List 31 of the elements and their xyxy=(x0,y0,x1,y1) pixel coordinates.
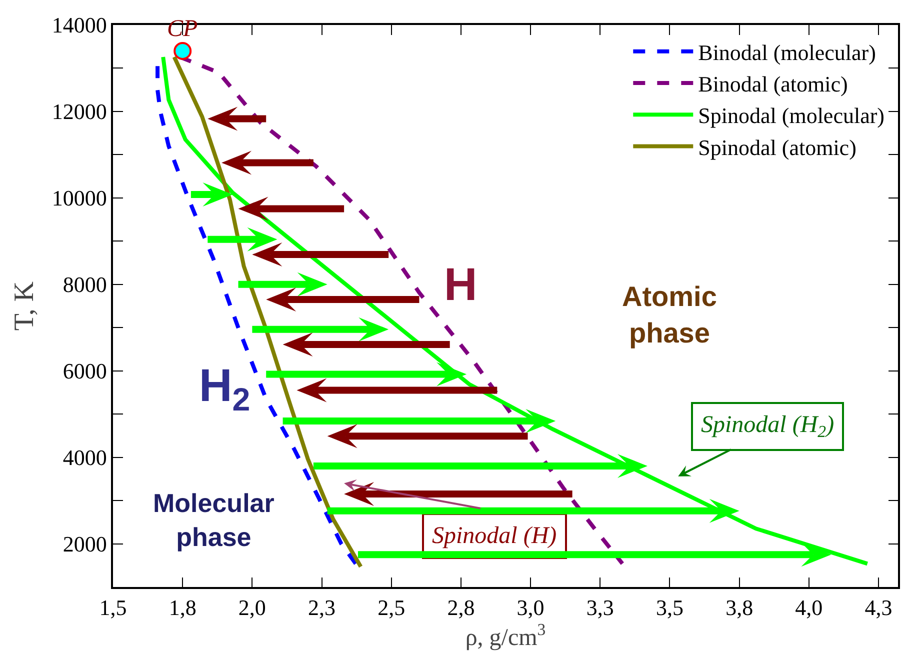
legend-label: Binodal (atomic) xyxy=(698,72,848,97)
x-tick-label: 2,8 xyxy=(447,595,475,620)
y-tick-label: 12000 xyxy=(52,99,107,124)
x-tick-label: 2,3 xyxy=(308,595,336,620)
legend-label: Binodal (molecular) xyxy=(698,40,876,65)
annotation: Spinodal (H) xyxy=(432,523,557,549)
x-tick-label: 1,8 xyxy=(168,595,196,620)
x-tick-label: 4,3 xyxy=(864,595,892,620)
x-tick-label: 3,0 xyxy=(516,595,544,620)
annotation: H xyxy=(444,258,478,310)
legend-label: Spinodal (molecular) xyxy=(698,103,884,128)
y-tick-label: 4000 xyxy=(62,445,107,470)
x-tick-label: 3,5 xyxy=(656,595,684,620)
annotation: H$_{2}$ xyxy=(199,359,250,418)
y-tick-label: 6000 xyxy=(62,358,107,384)
y-tick-label: 2000 xyxy=(62,531,107,556)
y-tick-label: 14000 xyxy=(52,12,107,38)
annotation: Atomic phase xyxy=(622,281,717,348)
annotation: Spinodal (H$_{2}$) xyxy=(701,412,834,442)
x-axis-title: ρ, g/cm$^{3}$ xyxy=(465,620,546,652)
x-tick-label: 3,3 xyxy=(586,595,614,620)
annotation: Molecular phase xyxy=(153,488,274,552)
x-tick-label: 2,5 xyxy=(378,595,406,620)
legend-label: Spinodal (atomic) xyxy=(698,134,856,160)
x-tick-label: 2,0 xyxy=(238,595,266,620)
y-tick-label: 10000 xyxy=(52,186,107,211)
x-tick-label: 3,8 xyxy=(726,595,754,620)
x-tick-label: 4,0 xyxy=(795,595,823,620)
y-tick-label: 8000 xyxy=(62,272,107,298)
y-axis-title: T, K xyxy=(9,281,40,331)
x-tick-label: 1,5 xyxy=(99,595,127,620)
